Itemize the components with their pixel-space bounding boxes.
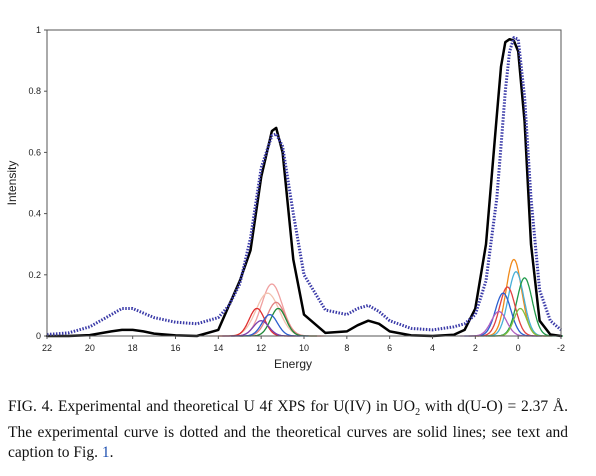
x-tick-label: 8	[344, 343, 349, 353]
caption-lead: FIG. 4. Experimental and theoretical U 4…	[8, 398, 416, 415]
x-tick-label: 6	[387, 343, 392, 353]
y-axis: 0 0.2 0.4 0.6 0.8 1	[28, 25, 47, 341]
x-tick-label: 16	[170, 343, 180, 353]
x-tick-label: 10	[299, 343, 309, 353]
caption-subscript: 2	[415, 407, 421, 419]
x-tick-label: -2	[557, 343, 565, 353]
experimental-curve	[46, 36, 562, 336]
theoretical-total-curve	[45, 37, 563, 338]
x-tick-label: 18	[128, 343, 138, 353]
y-tick-label: 0.6	[28, 147, 41, 157]
figure-caption: FIG. 4. Experimental and theoretical U 4…	[8, 397, 568, 463]
x-tick-label: 14	[213, 343, 223, 353]
plot-area	[45, 29, 564, 338]
y-tick-label: 1	[36, 25, 41, 35]
caption-middle: with d(U-O) = 2.37 Å. The experimental c…	[8, 398, 568, 462]
x-tick-label: 20	[85, 343, 95, 353]
x-tick-label: 4	[430, 343, 435, 353]
x-tick-label: 0	[516, 343, 521, 353]
x-axis: 22 20 18 16 14 12 10 8 6 4 2 0 -2	[42, 336, 565, 353]
y-tick-label: 0.2	[28, 270, 41, 280]
y-tick-label: 0.8	[28, 86, 41, 96]
figure-reference-link[interactable]: 1	[101, 444, 110, 462]
caption-end: .	[109, 444, 114, 462]
x-tick-label: 12	[256, 343, 266, 353]
xps-chart: 22 20 18 16 14 12 10 8 6 4 2 0 -2 00.20.40.60.81 Ene…	[5, 25, 565, 371]
theoretical-component-curve	[239, 307, 318, 337]
chart-curves	[45, 36, 564, 338]
x-axis-title: Energy	[274, 357, 312, 371]
y-tick-label: 0.4	[28, 209, 41, 219]
theoretical-component-curve	[474, 258, 553, 337]
theoretical-component-curve	[468, 286, 547, 337]
x-tick-label: 22	[42, 343, 52, 353]
y-axis-title: Intensity	[5, 161, 19, 206]
y-tick-label: 0	[36, 331, 41, 341]
x-tick-label: 2	[473, 343, 478, 353]
